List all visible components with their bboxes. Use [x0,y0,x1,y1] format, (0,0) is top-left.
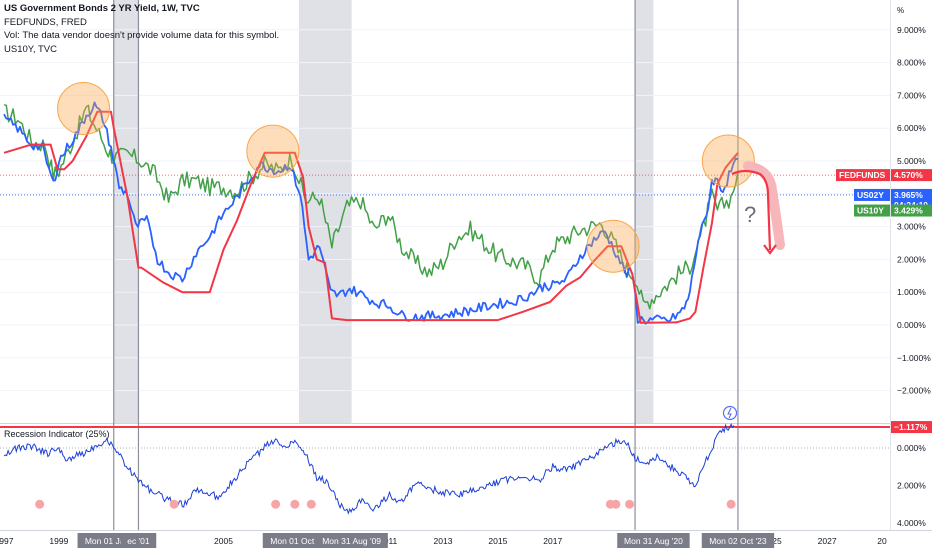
y-tick-6: 3.000% [897,222,926,232]
price-badges: FEDFUNDS4.570%US02Y3.965%04:24:10US10Y3.… [836,169,932,434]
price-grid [0,0,932,531]
projection-arrow [731,169,772,251]
date-flag-text-1: ec '01 [127,536,150,546]
projection-arrowhead [763,244,777,255]
y-tick-11: −2.000% [897,386,931,396]
y-tick-1: 8.000% [897,58,926,68]
symbol-badge-text-0: FEDFUNDS [839,170,886,180]
x-tick-0: 1997 [0,536,14,546]
date-flag-text-6: Mon 02 Oct '23 [709,536,767,546]
price-badge-2 [891,204,932,217]
legend-us10y[interactable]: US10Y, TVC [4,43,57,55]
date-flag-6 [701,533,775,548]
highlight-circle-3 [701,134,755,188]
projection-shadow [743,161,785,250]
recession-dot-4 [306,499,316,509]
date-flag-text-2: Mon 01 Oct '07 [270,536,328,546]
x-tick-1: 1999 [49,536,68,546]
sub-y-tick-2: 4.000% [897,518,926,528]
recession-dot-7 [625,499,635,509]
x-tick-2: 2005 [214,536,233,546]
price-level-lines [0,174,890,196]
date-flag-text-3: Mon 31 Aug '09 [322,536,381,546]
lightning-icon [722,405,738,421]
highlight-circle-0 [57,82,111,136]
question-mark: ? [744,202,756,227]
x-tick-4: 2013 [434,536,453,546]
sub-y-tick-1: 2.000% [897,481,926,491]
chart-legend: US Government Bonds 2 YR Yield, 1W, TVC … [4,2,279,56]
y-tick-4: 5.000% [897,156,926,166]
legend-fedfunds[interactable]: FEDFUNDS, FRED [4,16,87,28]
date-flag-text-0: Mon 01 Jan '01 [85,536,143,546]
recession-dot-0 [35,499,45,509]
recession-dot-6 [611,499,621,509]
highlight-circle-2 [586,219,640,273]
date-flag-text-5: Mon 31 Aug '20 [624,536,683,546]
date-flag-1 [120,533,157,548]
price-badge-text-3: −1.117% [894,422,928,432]
highlight-circles [57,82,755,273]
y-tick-9: 0.000% [897,320,926,330]
legend-title[interactable]: US Government Bonds 2 YR Yield, 1W, TVC [4,3,200,14]
x-tick-5: 2015 [488,536,507,546]
subpane-title[interactable]: Recession Indicator (25%) [4,429,110,439]
price-axis[interactable]: 9.000% 8.000% 7.000% 6.000% 5.000% 4.000% 3.00… [897,25,931,528]
highlight-circle-1 [246,124,300,178]
recession-shading [113,0,654,423]
series-us02y [3,101,739,325]
y-tick-2: 7.000% [897,90,926,100]
recession-indicator-pane [0,423,890,515]
recession-dot-8 [726,499,736,509]
recession-band-2 [635,0,654,423]
lightning-bolt [727,407,732,419]
series-us10y [3,104,739,310]
x-tick-3: 2011 [379,536,398,546]
y-tick-8: 1.000% [897,287,926,297]
recession-dot-3 [290,499,300,509]
y-tick-7: 2.000% [897,254,926,264]
recession-dot-2 [271,499,281,509]
sub-y-tick-0: 0.000% [897,443,926,453]
price-badge-0 [891,169,932,182]
series-fedfunds [3,110,739,324]
y-tick-3: 6.000% [897,123,926,133]
date-flag-3 [315,533,388,548]
x-tick-9: 20 [877,536,887,546]
price-badge-text-0: 4.570% [894,170,923,180]
legend-volume-note: Vol: The data vendor doesn't provide vol… [4,30,280,41]
symbol-badge-text-2: US10Y [857,206,884,216]
series-recession-indicator [3,423,735,515]
date-flag-5 [617,533,690,548]
symbol-badge-2 [854,204,890,217]
recession-dot-1 [169,499,179,509]
price-badge-text-1: 3.965% [894,190,923,200]
x-tick-8: 2027 [818,536,837,546]
y-tick-10: −1.000% [897,353,931,363]
recession-band-0 [113,0,139,423]
axis-unit-label: % [897,6,904,15]
time-axis[interactable]: 19971999200520112013201520172025202720Mo… [0,533,887,548]
series-lines [3,101,739,325]
y-tick-0: 9.000% [897,25,926,35]
symbol-badge-text-1: US02Y [857,190,884,200]
symbol-badge-1 [854,188,890,201]
symbol-badge-0 [836,169,890,182]
annotations [722,161,785,421]
price-badge-text-2: 3.429% [894,206,923,216]
x-tick-6: 2017 [543,536,562,546]
price-badge-3 [891,421,932,434]
